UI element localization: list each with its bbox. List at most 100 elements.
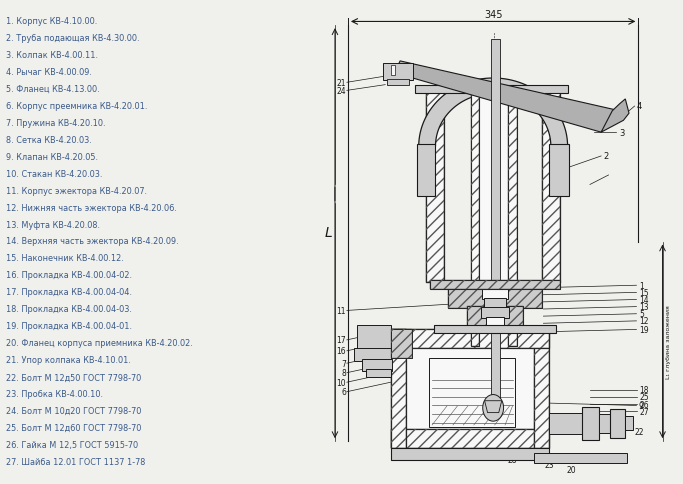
- Text: 19: 19: [639, 325, 649, 334]
- Text: 16. Прокладка КВ-4.00.04-02.: 16. Прокладка КВ-4.00.04-02.: [6, 271, 133, 280]
- Text: 14. Верхняя часть эжектора КВ-4.20.09.: 14. Верхняя часть эжектора КВ-4.20.09.: [6, 237, 179, 246]
- Text: L: L: [324, 226, 333, 240]
- Bar: [542, 90, 560, 282]
- Bar: [391, 330, 549, 348]
- Bar: [391, 330, 406, 448]
- Polygon shape: [601, 100, 629, 133]
- Text: 10. Стакан КВ-4.20.03.: 10. Стакан КВ-4.20.03.: [6, 169, 102, 178]
- Text: 22: 22: [635, 427, 644, 436]
- Text: 20: 20: [566, 465, 576, 474]
- Text: 11: 11: [337, 306, 346, 315]
- Bar: [482, 282, 508, 299]
- Text: 345: 345: [484, 10, 503, 20]
- Bar: [430, 281, 560, 289]
- Text: 5: 5: [639, 310, 644, 318]
- Text: 14: 14: [639, 295, 649, 304]
- Bar: [387, 80, 409, 86]
- Text: 7. Пружина КВ-4.20.10.: 7. Пружина КВ-4.20.10.: [6, 119, 106, 127]
- Text: 5. Фланец КВ-4.13.00.: 5. Фланец КВ-4.13.00.: [6, 84, 100, 93]
- Text: 23. Пробка КВ-4.00.10.: 23. Пробка КВ-4.00.10.: [6, 390, 103, 398]
- Bar: [391, 429, 549, 448]
- Text: 18: 18: [639, 385, 649, 394]
- Bar: [357, 325, 391, 351]
- Text: 24: 24: [337, 87, 346, 96]
- Bar: [484, 298, 506, 308]
- Text: 3: 3: [619, 128, 625, 137]
- Bar: [391, 330, 406, 448]
- Circle shape: [483, 395, 503, 421]
- Bar: [391, 330, 413, 358]
- Bar: [391, 330, 413, 358]
- Bar: [362, 360, 392, 371]
- Bar: [449, 282, 542, 308]
- Text: 17. Прокладка КВ-4.00.04-04.: 17. Прокладка КВ-4.00.04-04.: [6, 288, 133, 297]
- Text: 4: 4: [637, 102, 642, 111]
- Text: 13: 13: [639, 302, 649, 312]
- Bar: [415, 86, 568, 94]
- Text: 27: 27: [639, 407, 649, 416]
- Bar: [366, 370, 391, 377]
- Polygon shape: [419, 79, 568, 147]
- Text: 12: 12: [639, 317, 649, 326]
- Text: 28: 28: [507, 455, 516, 465]
- Text: 21. Упор колпака КВ-4.10.01.: 21. Упор колпака КВ-4.10.01.: [6, 356, 131, 364]
- Text: 24. Болт М 10д20 ГОСТ 7798-70: 24. Болт М 10д20 ГОСТ 7798-70: [6, 407, 142, 415]
- Bar: [471, 90, 479, 347]
- Text: 12. Нижняя часть эжектора КВ-4.20.06.: 12. Нижняя часть эжектора КВ-4.20.06.: [6, 203, 177, 212]
- Bar: [391, 429, 549, 448]
- Bar: [430, 281, 560, 289]
- Bar: [467, 306, 523, 330]
- Text: 4. Рычаг КВ-4.00.09.: 4. Рычаг КВ-4.00.09.: [6, 67, 92, 76]
- Bar: [534, 453, 627, 463]
- Text: 7: 7: [342, 359, 346, 368]
- Bar: [508, 90, 516, 347]
- Text: 25. Болт М 12д60 ГОСТ 7798-70: 25. Болт М 12д60 ГОСТ 7798-70: [6, 424, 142, 432]
- Bar: [354, 348, 391, 362]
- Bar: [583, 408, 599, 440]
- Bar: [490, 41, 500, 406]
- Bar: [391, 448, 549, 460]
- Text: 23: 23: [544, 460, 554, 469]
- Bar: [391, 330, 549, 348]
- Bar: [449, 282, 542, 308]
- Text: 1: 1: [639, 281, 644, 290]
- Bar: [534, 330, 549, 448]
- Bar: [482, 307, 509, 318]
- Text: 19. Прокладка КВ-4.00.04-01.: 19. Прокладка КВ-4.00.04-01.: [6, 322, 133, 331]
- Bar: [542, 90, 560, 282]
- Text: 3. Колпак КВ-4.00.11.: 3. Колпак КВ-4.00.11.: [6, 50, 98, 60]
- Text: 2: 2: [603, 152, 609, 161]
- Bar: [479, 90, 508, 347]
- Text: 17: 17: [337, 336, 346, 345]
- Text: 15. Наконечник КВ-4.00.12.: 15. Наконечник КВ-4.00.12.: [6, 254, 124, 263]
- Text: 16: 16: [337, 347, 346, 356]
- Text: 25: 25: [639, 393, 649, 402]
- Text: 26: 26: [639, 400, 649, 408]
- Text: 18. Прокладка КВ-4.00.04-03.: 18. Прокладка КВ-4.00.04-03.: [6, 305, 133, 314]
- Bar: [610, 409, 626, 439]
- Bar: [434, 325, 557, 333]
- Bar: [383, 64, 413, 81]
- Text: 21: 21: [337, 78, 346, 88]
- Text: 2. Труба подающая КВ-4.30.00.: 2. Труба подающая КВ-4.30.00.: [6, 33, 140, 43]
- Bar: [534, 330, 549, 448]
- Bar: [486, 317, 504, 327]
- Bar: [426, 90, 444, 282]
- Text: 26. Гайка М 12,5 ГОСТ 5915-70: 26. Гайка М 12,5 ГОСТ 5915-70: [6, 440, 139, 450]
- Text: L₁ глубина заложения: L₁ глубина заложения: [667, 305, 671, 378]
- Polygon shape: [395, 62, 619, 133]
- Text: 8: 8: [342, 368, 346, 378]
- Text: 8. Сетка КВ-4.20.03.: 8. Сетка КВ-4.20.03.: [6, 136, 92, 144]
- Text: 20. Фланец корпуса приемника КВ-4.20.02.: 20. Фланец корпуса приемника КВ-4.20.02.: [6, 339, 193, 348]
- Bar: [549, 413, 583, 434]
- Bar: [417, 145, 436, 197]
- Bar: [406, 348, 534, 429]
- Bar: [429, 359, 516, 427]
- Text: 9. Клапан КВ-4.20.05.: 9. Клапан КВ-4.20.05.: [6, 152, 98, 161]
- Bar: [599, 414, 610, 433]
- Polygon shape: [485, 401, 502, 413]
- Text: 22. Болт М 12д50 ГОСТ 7798-70: 22. Болт М 12д50 ГОСТ 7798-70: [6, 373, 141, 381]
- Bar: [508, 90, 516, 347]
- Bar: [626, 416, 634, 430]
- Text: 15: 15: [639, 288, 649, 297]
